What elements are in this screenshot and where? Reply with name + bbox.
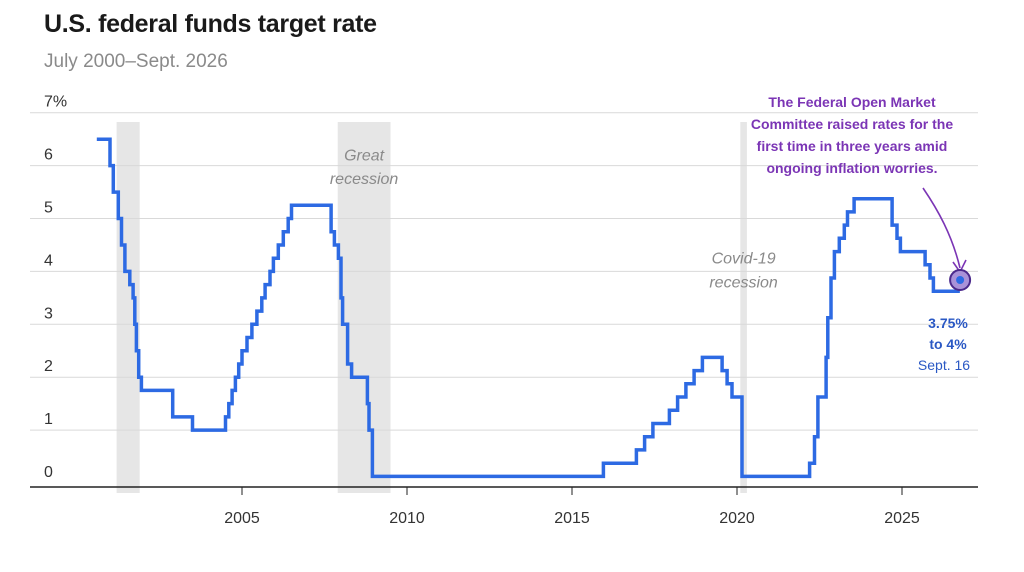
x-tick-label: 2020	[719, 510, 755, 527]
recession-labels: Great recession Covid-19 recession	[330, 147, 778, 291]
x-axis: 2005 2010 2015 2020 2025	[224, 487, 920, 527]
recession-band-0	[116, 122, 140, 493]
recession-label: Covid-19 recession	[709, 250, 778, 291]
series-line-0	[96, 137, 960, 479]
recession-band-1	[337, 122, 391, 493]
recession-bands	[116, 122, 747, 493]
x-tick-label: 2025	[884, 510, 920, 527]
x-tick-label: 2015	[554, 510, 590, 527]
y-tick-label: 6	[44, 147, 53, 164]
series-layer	[96, 137, 960, 479]
y-axis: 7% 6 5 4 3 2 1 0	[44, 94, 67, 481]
y-tick-label: 2	[44, 358, 53, 375]
recession-label: Great recession	[330, 147, 399, 188]
y-tick-label: 1	[44, 411, 53, 428]
annotation-text: The Federal Open Market Committee raised …	[751, 94, 953, 176]
annotation: The Federal Open Market Committee raised …	[751, 94, 972, 373]
current-value-label: 3.75%	[928, 315, 968, 331]
y-tick-label: 5	[44, 200, 53, 217]
recession-band-2	[740, 122, 747, 493]
current-value-label: to 4%	[929, 336, 967, 352]
current-value-date: Sept. 16	[918, 357, 970, 373]
x-tick-label: 2010	[389, 510, 425, 527]
chart-subtitle: July 2000–Sept. 2026	[44, 51, 228, 72]
y-tick-label: 4	[44, 252, 53, 269]
annotation-arrow	[922, 187, 961, 269]
y-tick-label: 0	[44, 464, 53, 481]
chart-title: U.S. federal funds target rate	[44, 10, 377, 38]
x-tick-label: 2005	[224, 510, 260, 527]
y-tick-label: 3	[44, 305, 53, 322]
current-point-dot	[956, 276, 965, 285]
y-gridlines	[30, 112, 978, 431]
y-tick-label: 7%	[44, 94, 67, 111]
